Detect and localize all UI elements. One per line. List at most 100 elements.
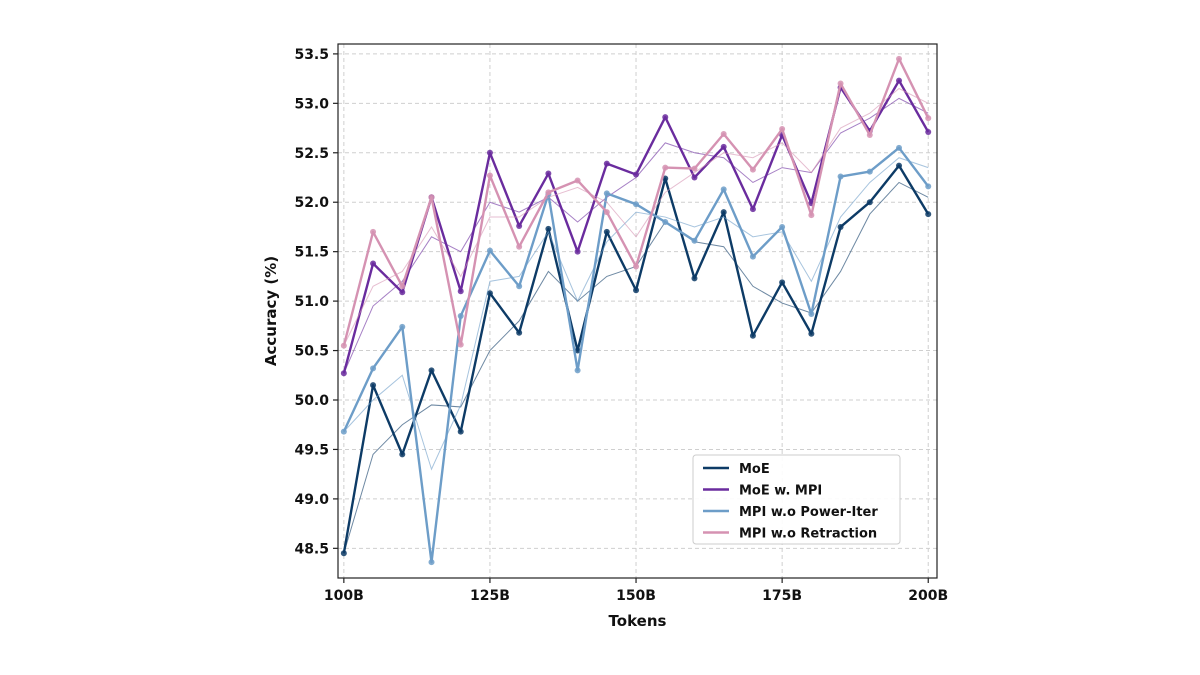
series-trend-line: [343, 157, 929, 471]
data-point: [691, 165, 698, 172]
x-tick-label: 200B: [908, 588, 948, 604]
data-point: [516, 243, 523, 250]
legend-label: MoE w. MPI: [739, 484, 822, 499]
data-point: [720, 209, 727, 216]
data-point: [428, 559, 435, 566]
data-point: [340, 342, 347, 349]
data-point: [399, 451, 406, 458]
data-point: [749, 166, 756, 173]
data-point: [662, 164, 669, 171]
data-point: [720, 186, 727, 193]
data-point: [925, 115, 932, 122]
series-2: [340, 144, 932, 566]
data-point: [428, 194, 435, 201]
data-point: [516, 329, 523, 336]
data-point: [837, 223, 844, 230]
y-tick-label: 53.0: [294, 96, 329, 112]
data-point: [925, 211, 932, 218]
data-point: [691, 174, 698, 181]
data-point: [574, 177, 581, 184]
data-point: [691, 275, 698, 282]
data-point: [779, 279, 786, 286]
x-tick-label: 125B: [470, 588, 510, 604]
data-point: [837, 80, 844, 87]
legend: MoE MoE w. MPI MPI w.o Power-Iter MPI w.o R…: [692, 454, 901, 545]
x-axis-title: Tokens: [609, 612, 667, 630]
y-tick-label: 50.5: [294, 344, 329, 360]
y-tick-label: 48.5: [294, 541, 329, 557]
data-point: [691, 237, 698, 244]
data-point: [486, 172, 493, 179]
data-point: [486, 290, 493, 297]
data-point: [749, 332, 756, 339]
y-axis-title: Accuracy (%): [262, 256, 280, 366]
data-point: [340, 428, 347, 435]
x-tick-label: 100B: [324, 588, 364, 604]
y-tick-label: 52.0: [294, 195, 329, 211]
data-point: [428, 367, 435, 374]
data-point: [574, 248, 581, 255]
data-point: [633, 287, 640, 294]
data-point: [457, 428, 464, 435]
data-point: [896, 77, 903, 84]
data-point: [837, 173, 844, 180]
data-point: [896, 162, 903, 169]
x-tick-label: 150B: [616, 588, 656, 604]
data-point: [896, 55, 903, 62]
x-tick-label: 175B: [762, 588, 802, 604]
data-point: [574, 367, 581, 374]
data-point: [603, 190, 610, 197]
plot-series: [340, 55, 932, 566]
data-point: [662, 219, 669, 225]
y-tick-label: 49.5: [294, 442, 329, 458]
data-point: [574, 347, 581, 354]
legend-box: [692, 454, 901, 545]
data-point: [925, 129, 932, 136]
y-tick-label: 51.5: [294, 245, 329, 261]
data-point: [779, 223, 786, 230]
data-point: [603, 228, 610, 235]
data-point: [633, 171, 640, 178]
data-point: [516, 222, 523, 229]
data-point: [486, 247, 493, 254]
data-point: [866, 131, 873, 138]
data-point: [486, 149, 493, 156]
data-point: [896, 144, 903, 151]
data-point: [340, 370, 347, 377]
data-point: [545, 225, 552, 232]
y-tick-label: 51.0: [294, 294, 329, 310]
data-point: [866, 199, 873, 206]
data-point: [545, 189, 552, 196]
data-point: [633, 201, 640, 208]
data-point: [370, 382, 377, 389]
data-point: [603, 160, 610, 167]
data-point: [370, 260, 377, 267]
y-tick-label: 53.5: [294, 47, 329, 63]
data-point: [633, 263, 640, 270]
data-point: [808, 310, 815, 317]
data-point: [370, 365, 377, 372]
data-point: [399, 289, 406, 296]
data-point: [720, 143, 727, 150]
data-point: [866, 168, 873, 175]
y-tick-label: 50.0: [294, 393, 329, 409]
data-point: [399, 283, 406, 290]
data-point: [603, 209, 610, 216]
series-3: [340, 55, 932, 349]
data-point: [399, 323, 406, 330]
data-point: [340, 550, 347, 557]
data-point: [925, 183, 932, 190]
data-point: [662, 175, 669, 182]
plot-frame: [337, 43, 938, 579]
legend-label: MPI w.o Power-Iter: [739, 505, 878, 520]
data-point: [545, 170, 552, 177]
data-point: [749, 206, 756, 213]
y-tick-label: 52.5: [294, 146, 329, 162]
data-point: [457, 341, 464, 348]
y-tick-label: 49.0: [294, 492, 329, 508]
x-axis-ticks: 100B 125B 150B 175B 200B: [324, 578, 948, 604]
data-point: [516, 283, 523, 290]
legend-label: MoE: [739, 462, 770, 477]
data-point: [749, 253, 756, 260]
